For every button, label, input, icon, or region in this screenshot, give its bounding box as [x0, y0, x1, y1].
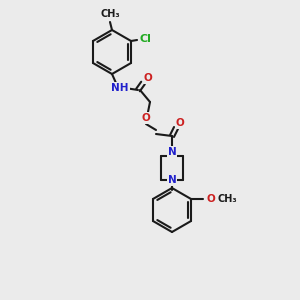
- Text: N: N: [168, 175, 176, 185]
- Text: NH: NH: [111, 83, 129, 93]
- Text: Cl: Cl: [139, 34, 151, 44]
- Text: O: O: [144, 73, 152, 83]
- Text: CH₃: CH₃: [100, 9, 120, 19]
- Text: CH₃: CH₃: [217, 194, 237, 204]
- Text: O: O: [207, 194, 215, 204]
- Text: O: O: [176, 118, 184, 128]
- Text: N: N: [168, 147, 176, 157]
- Text: O: O: [142, 113, 150, 123]
